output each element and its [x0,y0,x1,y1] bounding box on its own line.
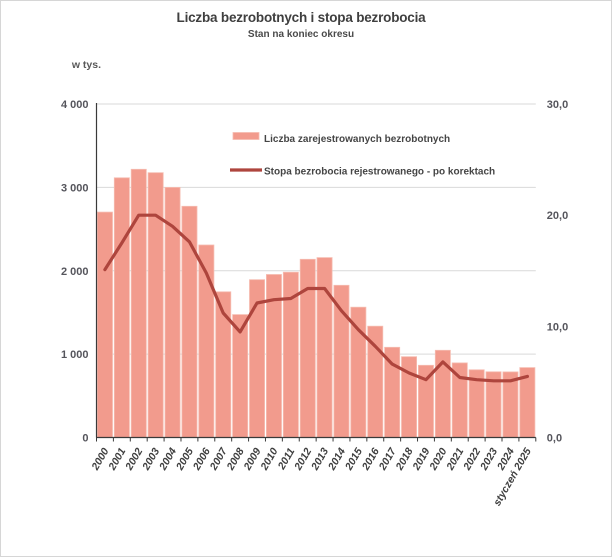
x-axis-label-2015: 2015 [342,446,365,473]
x-axis-label-2014: 2014 [326,446,349,473]
x-axis-label-2022: 2022 [461,446,484,473]
x-axis-label-2001: 2001 [106,446,129,473]
chart-title: Liczba bezrobotnych i stopa bezrobocia [176,10,426,25]
x-axis-label-2021: 2021 [444,446,467,473]
left-axis-tick-label: 1 000 [61,349,89,361]
bar-2003 [147,172,164,438]
bar-2013 [316,257,333,438]
bar-2017 [384,346,401,438]
x-axis-label-2006: 2006 [190,446,213,473]
x-axis-label-2009: 2009 [241,446,264,473]
right-axis-tick-label: 0,0 [547,433,562,445]
x-axis-label-2018: 2018 [393,446,416,473]
bar-2001 [113,177,130,438]
bar-2002 [130,168,147,438]
bar-2015 [350,306,367,438]
left-axis-tick-label: 2 000 [61,266,89,278]
legend-bar-swatch [232,132,260,140]
x-axis-label-2020: 2020 [427,446,450,473]
x-axis-label-2023: 2023 [478,446,501,473]
left-axis-tick-label: 4 000 [61,99,89,111]
bar-2000 [97,211,113,438]
x-axis-label-2012: 2012 [292,446,315,473]
x-axis-label-2005: 2005 [173,446,196,473]
right-axis-tick-label: 10,0 [547,321,568,333]
x-axis-label-2004: 2004 [157,446,180,473]
x-axis-label-2013: 2013 [309,446,332,473]
x-axis-label-2016: 2016 [359,446,382,473]
left-axis-tick-label: 0 [82,433,88,445]
x-axis-label-2019: 2019 [410,446,433,473]
legend-bar-label: Liczba zarejestrowanych bezrobotnych [264,134,450,145]
chart-subtitle: Stan na koniec okresu [247,28,355,40]
rate-line [103,213,530,383]
right-axis-tick-label: 30,0 [547,99,568,111]
chart-header: Liczba bezrobotnych i stopa bezrobocia S… [1,10,601,41]
x-axis-label-2017: 2017 [376,445,399,473]
left-axis-tick-label: 3 000 [61,182,89,194]
x-axis-label-2000: 2000 [89,446,112,473]
left-axis-unit-label: w tys. [71,59,101,71]
right-axis-tick-label: 20,0 [547,210,568,222]
x-axis-label-2003: 2003 [140,446,163,473]
bar-2012 [299,258,316,438]
legend-line-label: Stopa bezrobocia rejestrowanego - po kor… [264,167,495,178]
x-axis-label-2008: 2008 [224,446,247,473]
x-axis-label-2002: 2002 [123,446,146,473]
x-axis-label-2007: 2007 [207,445,230,473]
x-axis-label-2010: 2010 [258,446,281,473]
